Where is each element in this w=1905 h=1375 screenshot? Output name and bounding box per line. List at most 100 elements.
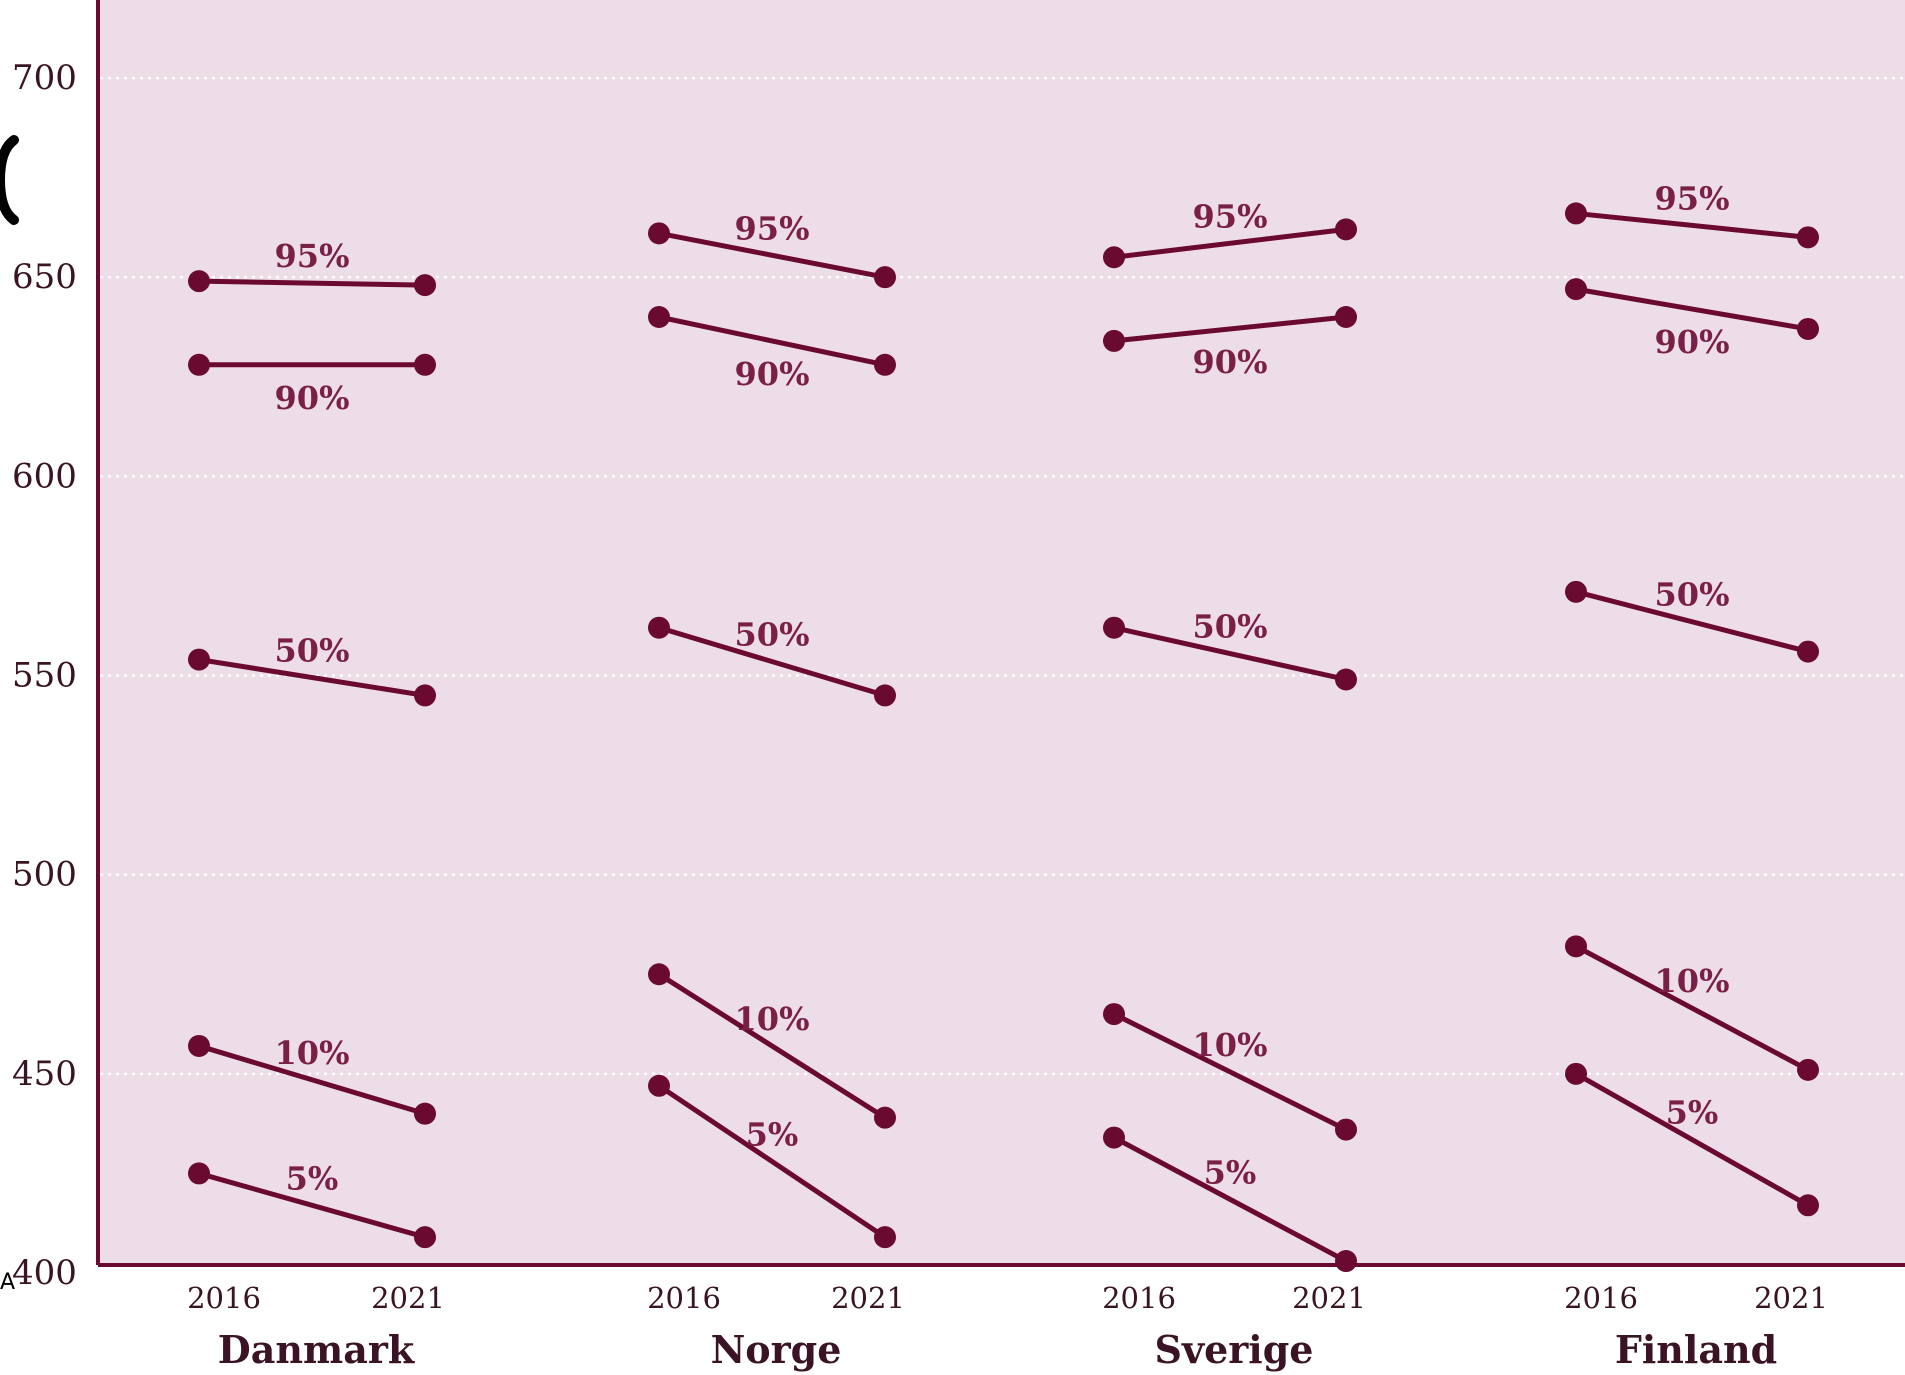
- series-95pct: 95%: [1565, 179, 1819, 249]
- series-label: 90%: [275, 379, 350, 417]
- series-50pct: 50%: [1103, 608, 1357, 691]
- data-point: [1335, 1118, 1357, 1141]
- country-label: Finland: [1615, 1327, 1777, 1372]
- series-label: 95%: [1655, 179, 1730, 217]
- series-5pct: 5%: [188, 1159, 436, 1249]
- data-point: [188, 353, 210, 376]
- data-point: [1103, 1003, 1125, 1026]
- y-tick-label: 650: [12, 257, 77, 297]
- country-label: Danmark: [218, 1327, 415, 1372]
- data-point: [188, 1034, 210, 1057]
- data-point: [1565, 935, 1587, 958]
- data-point: [1565, 202, 1587, 225]
- series-5pct: 5%: [1565, 1062, 1819, 1217]
- group-norge: 95% 90% 50% 10% 5%: [648, 209, 896, 1249]
- data-point: [874, 1226, 896, 1249]
- series-50pct: 50%: [188, 631, 436, 707]
- x-tick-label: 2021: [1754, 1281, 1828, 1315]
- data-point: [648, 222, 670, 245]
- series-line: [1113, 314, 1347, 344]
- y-tick-label: 600: [12, 456, 77, 496]
- series-label: 5%: [746, 1115, 799, 1153]
- country-labels: Danmark Norge Sverige Finland: [218, 1327, 1777, 1372]
- data-point: [188, 1162, 210, 1185]
- x-tick-label: 2016: [1564, 1281, 1638, 1315]
- x-tick-label: 2016: [647, 1281, 721, 1315]
- group-finland: 95% 90% 50% 10% 5%: [1565, 179, 1819, 1217]
- data-point: [414, 274, 436, 297]
- plot-background: [98, 0, 1905, 1265]
- group-danmark: 95% 90% 50% 10% 5%: [188, 237, 436, 1249]
- series-label: 95%: [735, 209, 810, 247]
- data-point: [414, 353, 436, 376]
- data-point: [1797, 1058, 1819, 1081]
- series-label: 95%: [1193, 197, 1268, 235]
- series-line: [1575, 589, 1809, 655]
- series-10pct: 10%: [1103, 1003, 1357, 1141]
- series-line: [657, 1083, 887, 1240]
- series-label: 50%: [1655, 576, 1730, 614]
- series-label: 10%: [1655, 962, 1730, 1000]
- data-point: [414, 684, 436, 707]
- data-point: [1797, 226, 1819, 249]
- series-layer: 95% 90% 50% 10% 5% 95% 90% 50% 10% 5% 95% 90% 50% 10%…: [188, 179, 1819, 1273]
- series-10pct: 10%: [1565, 935, 1819, 1081]
- bracket-glyph-icon: [0, 135, 19, 225]
- series-line: [198, 657, 426, 698]
- data-point: [648, 1074, 670, 1097]
- series-line: [658, 230, 886, 280]
- series-90pct: 90%: [648, 306, 896, 393]
- data-point: [874, 266, 896, 289]
- series-95pct: 95%: [188, 237, 436, 297]
- data-point: [1797, 640, 1819, 663]
- series-90pct: 90%: [1103, 306, 1357, 381]
- y-tick-label: 550: [12, 656, 77, 696]
- series-label: 5%: [1666, 1094, 1719, 1132]
- series-line: [198, 1171, 426, 1240]
- series-line: [657, 972, 887, 1120]
- series-5pct: 5%: [648, 1074, 896, 1249]
- series-10pct: 10%: [648, 963, 896, 1129]
- series-label: 10%: [735, 1000, 810, 1038]
- series-95pct: 95%: [648, 209, 896, 289]
- series-label: 50%: [735, 616, 810, 654]
- series-line: [1574, 1071, 1810, 1208]
- y-tick-label: 400: [12, 1253, 77, 1293]
- data-point: [1335, 218, 1357, 241]
- x-axis-ticks: 2016 2021 2016 2021 2016 2021 2016 2021: [187, 1281, 1828, 1315]
- data-point: [1103, 246, 1125, 269]
- series-90pct: 90%: [1565, 278, 1819, 361]
- series-line: [658, 625, 886, 698]
- data-point: [874, 353, 896, 376]
- series-5pct: 5%: [1103, 1126, 1357, 1273]
- series-90pct: 90%: [188, 353, 436, 417]
- y-axis-ticks: 400 450 500 550 600 650 700: [12, 58, 77, 1293]
- series-line: [1112, 1011, 1348, 1132]
- data-point: [1103, 1126, 1125, 1149]
- series-line: [1575, 210, 1809, 240]
- series-line: [1112, 1135, 1348, 1264]
- data-point: [1797, 317, 1819, 340]
- data-point: [1335, 306, 1357, 328]
- series-95pct: 95%: [1103, 197, 1357, 269]
- x-tick-label: 2016: [187, 1281, 261, 1315]
- series-line: [658, 314, 886, 368]
- series-label: 95%: [275, 237, 350, 275]
- data-point: [414, 1102, 436, 1125]
- data-point: [648, 306, 670, 328]
- data-point: [1103, 616, 1125, 639]
- group-sverige: 95% 90% 50% 10% 5%: [1103, 197, 1357, 1273]
- country-label: Norge: [711, 1327, 842, 1372]
- series-label: 5%: [286, 1159, 339, 1197]
- series-50pct: 50%: [1565, 576, 1819, 663]
- data-point: [874, 684, 896, 707]
- series-10pct: 10%: [188, 1034, 436, 1125]
- x-tick-label: 2021: [1292, 1281, 1366, 1315]
- series-line: [1574, 944, 1810, 1073]
- x-tick-label: 2021: [831, 1281, 905, 1315]
- grid-lines: [100, 76, 1905, 1076]
- series-label: 90%: [735, 355, 810, 393]
- series-label: 5%: [1204, 1153, 1257, 1191]
- series-label: 50%: [1193, 608, 1268, 646]
